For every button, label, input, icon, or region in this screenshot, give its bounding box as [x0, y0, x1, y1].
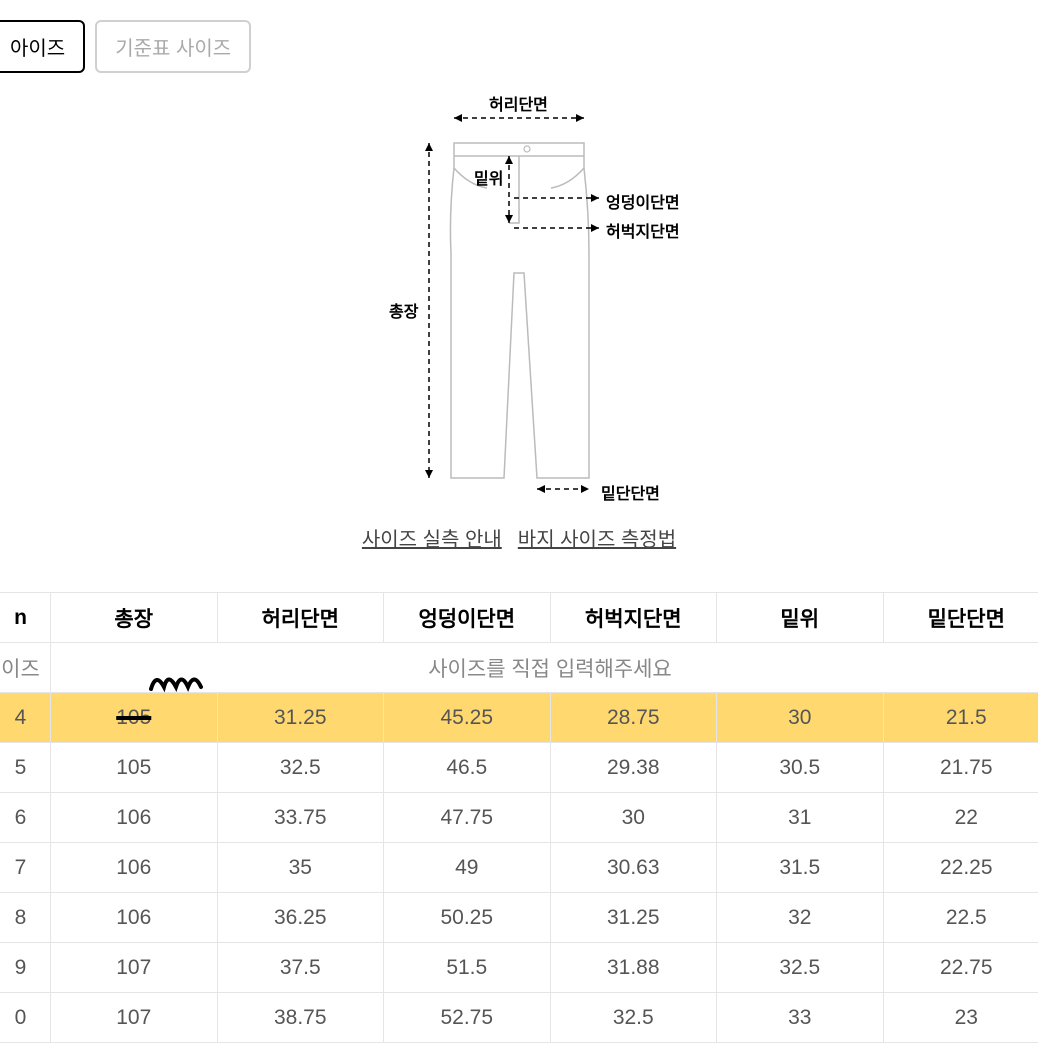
cell-size: 6	[0, 793, 51, 843]
th-hip: 엉덩이단면	[384, 593, 551, 643]
size-table: n 총장 허리단면 엉덩이단면 허벅지단면 밑위 밑단단면 이즈 사이즈를 직접…	[0, 592, 1038, 1043]
diagram-label-hip: 엉덩이단면	[606, 189, 680, 213]
table-row[interactable]: 810636.2550.2531.253222.5	[0, 893, 1038, 943]
cell-value: 21.5	[883, 693, 1038, 743]
cell-value: 31.5	[717, 843, 884, 893]
th-waist: 허리단면	[217, 593, 384, 643]
cell-value: 28.75	[550, 693, 717, 743]
cell-size: 5	[0, 743, 51, 793]
table-row[interactable]: 610633.7547.75303122	[0, 793, 1038, 843]
diagram-label-thigh: 허벅지단면	[606, 218, 680, 242]
cell-value: 31.25	[550, 893, 717, 943]
cell-value: 38.75	[217, 993, 384, 1043]
cell-value: 22.75	[883, 943, 1038, 993]
cell-size: 0	[0, 993, 51, 1043]
pants-diagram: 허리단면 밑위 엉덩이단면 허벅지단면 총장 밑단단면	[359, 93, 679, 503]
tab-bar: 아이즈 기준표 사이즈	[0, 0, 1038, 73]
link-measure-guide[interactable]: 사이즈 실측 안내	[362, 523, 502, 552]
cell-size: 4	[0, 693, 51, 743]
cell-value: 50.25	[384, 893, 551, 943]
cell-value: 22	[883, 793, 1038, 843]
cell-value: 51.5	[384, 943, 551, 993]
cell-value: 49	[384, 843, 551, 893]
cell-value: 31	[717, 793, 884, 843]
cell-value: 106	[51, 893, 218, 943]
table-header-row: n 총장 허리단면 엉덩이단면 허벅지단면 밑위 밑단단면	[0, 593, 1038, 643]
cell-value: 32	[717, 893, 884, 943]
cell-size: 7	[0, 843, 51, 893]
cell-value: 36.25	[217, 893, 384, 943]
cell-value: 46.5	[384, 743, 551, 793]
help-links: 사이즈 실측 안내 바지 사이즈 측정법	[0, 523, 1038, 552]
cell-value: 30.5	[717, 743, 884, 793]
cell-size: 8	[0, 893, 51, 943]
cell-value: 30.63	[550, 843, 717, 893]
cell-value: 31.25	[217, 693, 384, 743]
cell-value: 32.5	[550, 993, 717, 1043]
cell-value: 106	[51, 793, 218, 843]
cell-value: 32.5	[217, 743, 384, 793]
cell-value: 52.75	[384, 993, 551, 1043]
cell-value: 35	[217, 843, 384, 893]
table-row[interactable]: 010738.7552.7532.53323	[0, 993, 1038, 1043]
cell-value: 107	[51, 943, 218, 993]
cell-value: 33.75	[217, 793, 384, 843]
prompt-size-label: 이즈	[0, 643, 51, 693]
th-thigh: 허벅지단면	[550, 593, 717, 643]
table-row[interactable]: 410531.2545.2528.753021.5	[0, 693, 1038, 743]
cell-value: 107	[51, 993, 218, 1043]
pants-diagram-container: 허리단면 밑위 엉덩이단면 허벅지단면 총장 밑단단면	[0, 93, 1038, 503]
cell-value: 30	[550, 793, 717, 843]
link-pants-guide[interactable]: 바지 사이즈 측정법	[518, 523, 676, 552]
cell-value: 47.75	[384, 793, 551, 843]
diagram-label-hem: 밑단단면	[601, 480, 660, 504]
cell-value: 22.25	[883, 843, 1038, 893]
th-unit: n	[0, 593, 51, 643]
cell-value: 106	[51, 843, 218, 893]
cell-value: 23	[883, 993, 1038, 1043]
cell-value: 22.5	[883, 893, 1038, 943]
cell-value: 30	[717, 693, 884, 743]
cell-value: 45.25	[384, 693, 551, 743]
cell-value: 105	[51, 743, 218, 793]
tab-measured-size[interactable]: 아이즈	[0, 20, 85, 73]
table-row[interactable]: 910737.551.531.8832.522.75	[0, 943, 1038, 993]
th-rise: 밑위	[717, 593, 884, 643]
size-table-container: n 총장 허리단면 엉덩이단면 허벅지단면 밑위 밑단단면 이즈 사이즈를 직접…	[0, 592, 1038, 1043]
cell-value: 21.75	[883, 743, 1038, 793]
cell-size: 9	[0, 943, 51, 993]
cell-value: 29.38	[550, 743, 717, 793]
cell-value: 33	[717, 993, 884, 1043]
diagram-label-rise: 밑위	[474, 165, 503, 189]
th-length: 총장	[51, 593, 218, 643]
cell-value: 31.88	[550, 943, 717, 993]
table-row[interactable]: 510532.546.529.3830.521.75	[0, 743, 1038, 793]
th-hem: 밑단단면	[883, 593, 1038, 643]
diagram-label-length: 총장	[389, 298, 418, 322]
table-row[interactable]: 7106354930.6331.522.25	[0, 843, 1038, 893]
cell-value: 37.5	[217, 943, 384, 993]
diagram-label-waist: 허리단면	[489, 91, 548, 115]
cell-value: 105	[51, 693, 218, 743]
tab-standard-size[interactable]: 기준표 사이즈	[95, 20, 251, 73]
cell-value: 32.5	[717, 943, 884, 993]
